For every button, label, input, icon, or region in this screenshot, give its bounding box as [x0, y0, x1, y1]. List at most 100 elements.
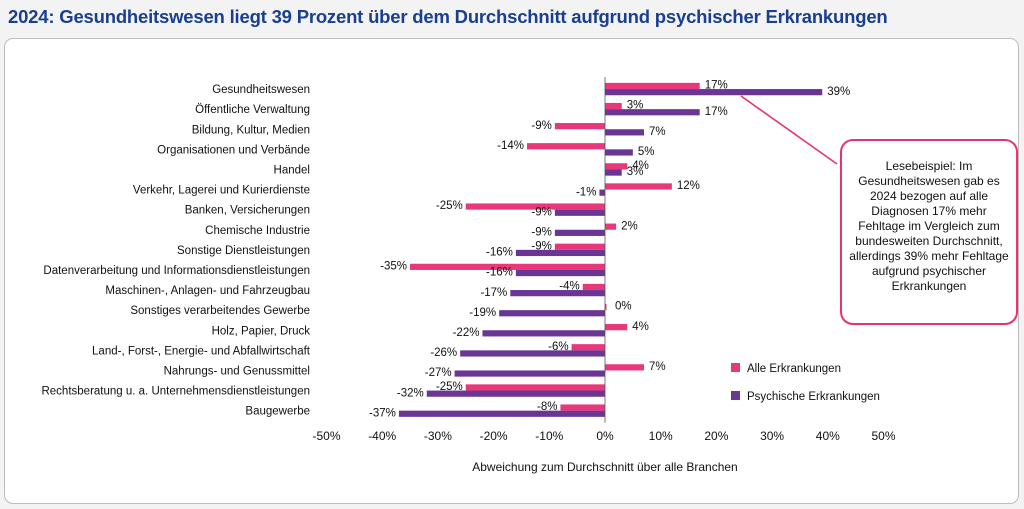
chart-frame: Gesundheitswesen Öffentliche Verwaltung Bi… — [4, 38, 1019, 504]
bar-psychisch-sonstiges-verarbeitendes-gewerbe — [499, 310, 605, 317]
bar-alle-sonstige-dienstleistungen — [554, 243, 605, 250]
value-label-alle-baugewerbe: -8% — [537, 401, 557, 413]
value-label-alle-sonstige-dienstleistungen: -9% — [531, 240, 551, 252]
legend-swatch-psychisch — [731, 391, 740, 400]
value-label-psychisch-rechtsberatung-u-a-unternehmensdienstleistungen: -32% — [397, 387, 424, 399]
bar-psychisch-chemische-industrie — [554, 229, 605, 236]
bar-chart: Gesundheitswesen Öffentliche Verwaltung Bi… — [41, 77, 896, 474]
value-label-alle-holz-papier-druck: 4% — [632, 321, 649, 333]
bar-alle-baugewerbe — [560, 404, 605, 411]
bars-layer — [398, 82, 823, 417]
x-axis-title: Abweichung zum Durchschnitt über alle Br… — [472, 460, 737, 474]
bar-alle-rechtsberatung-u-a-unternehmensdienstleistungen — [465, 384, 605, 391]
bar-alle-verkehr-lagerei-und-kurierdienste — [605, 183, 672, 190]
bar-alle-banken-versicherungen — [465, 203, 605, 210]
value-label-alle-organisationen-und-verbände: -14% — [497, 140, 524, 152]
category-label-sonstiges-verarbeitendes-gewerbe: Sonstiges verarbeitendes Gewerbe — [130, 305, 310, 317]
value-label-psychisch-handel: 3% — [627, 166, 644, 178]
category-label-land-forst-energie-und-abfallwirtschaft: Land-, Forst-, Energie- und Abfallwirtsc… — [92, 345, 311, 357]
value-label-psychisch-gesundheitswesen: 39% — [827, 86, 850, 98]
bar-alle-chemische-industrie — [605, 223, 617, 230]
page-title: 2024: Gesundheitswesen liegt 39 Prozent … — [8, 6, 888, 27]
bar-psychisch-banken-versicherungen — [554, 209, 605, 216]
x-tick-label: 40% — [816, 429, 840, 443]
category-label-sonstige-dienstleistungen: Sonstige Dienstleistungen — [177, 245, 310, 257]
bar-alle-land-forst-energie-und-abfallwirtschaft — [571, 344, 605, 351]
bar-alle-nahrungs-und-genussmittel — [605, 364, 644, 371]
category-label-handel: Handel — [274, 164, 310, 176]
legend-label-psychisch: Psychische Erkrankungen — [747, 391, 880, 403]
legend-swatch-alle — [731, 363, 740, 372]
callout-pointer — [740, 95, 838, 165]
bar-alle-handel — [605, 163, 628, 170]
value-label-psychisch-banken-versicherungen: -9% — [531, 206, 551, 218]
value-label-alle-verkehr-lagerei-und-kurierdienste: 12% — [677, 180, 700, 192]
bar-psychisch-bildung-kultur-medien — [605, 129, 644, 136]
value-label-alle-handel: 4% — [632, 160, 649, 172]
value-label-psychisch-sonstiges-verarbeitendes-gewerbe: -19% — [469, 307, 496, 319]
x-tick-label: 0% — [596, 429, 614, 443]
x-tick-label: -50% — [312, 429, 340, 443]
value-label-psychisch-öffentliche-verwaltung: 17% — [705, 106, 728, 118]
x-tick-label: -40% — [368, 429, 396, 443]
category-label-nahrungs-und-genussmittel: Nahrungs- und Genussmittel — [164, 365, 310, 377]
bar-alle-datenverarbeitung-und-informationsdienstleistungen — [410, 263, 605, 270]
bar-psychisch-handel — [605, 169, 622, 176]
category-label-chemische-industrie: Chemische Industrie — [205, 225, 310, 237]
bar-alle-holz-papier-druck — [605, 324, 628, 331]
bar-psychisch-organisationen-und-verbände — [605, 149, 633, 156]
bar-psychisch-rechtsberatung-u-a-unternehmensdienstleistungen — [426, 390, 605, 397]
category-label-organisationen-und-verbände: Organisationen und Verbände — [157, 144, 310, 156]
value-label-psychisch-bildung-kultur-medien: 7% — [649, 126, 666, 138]
category-label-holz-papier-druck: Holz, Papier, Druck — [212, 325, 311, 337]
x-tick-label: -20% — [480, 429, 508, 443]
x-tick-label: -10% — [535, 429, 563, 443]
bar-psychisch-gesundheitswesen — [605, 89, 823, 96]
bar-alle-öffentliche-verwaltung — [605, 102, 622, 110]
bar-alle-organisationen-und-verbände — [527, 143, 605, 150]
category-label-gesundheitswesen: Gesundheitswesen — [212, 84, 310, 96]
value-label-psychisch-land-forst-energie-und-abfallwirtschaft: -26% — [430, 347, 457, 359]
x-tick-label: 10% — [649, 429, 673, 443]
x-axis-ticks: -50% -40% -30% -20% -10% 0% 10% 20% 30% 40% 50% — [312, 429, 895, 443]
value-label-alle-öffentliche-verwaltung: 3% — [627, 100, 644, 112]
value-label-alle-nahrungs-und-genussmittel: 7% — [649, 361, 666, 373]
x-tick-label: 20% — [704, 429, 728, 443]
bar-alle-sonstiges-verarbeitendes-gewerbe — [605, 303, 607, 311]
category-label-öffentliche-verwaltung: Öffentliche Verwaltung — [195, 104, 310, 116]
value-label-psychisch-verkehr-lagerei-und-kurierdienste: -1% — [576, 186, 596, 198]
bar-psychisch-datenverarbeitung-und-informationsdienstleistungen — [515, 269, 605, 277]
legend: Alle Erkrankungen Psychische Erkrankunge… — [731, 363, 880, 403]
bar-alle-bildung-kultur-medien — [554, 123, 605, 130]
value-labels: 17%39%3%17%-9%7%-14%5%4%3%12%-1%-25%-9%2… — [369, 80, 850, 420]
category-label-rechtsberatung-u-a-unternehmensdienstleistungen: Rechtsberatung u. a. Unternehmensdienstl… — [41, 386, 310, 398]
category-labels: Gesundheitswesen Öffentliche Verwaltung Bi… — [41, 84, 310, 418]
value-label-alle-rechtsberatung-u-a-unternehmensdienstleistungen: -25% — [436, 381, 463, 393]
value-label-psychisch-organisationen-und-verbände: 5% — [638, 146, 655, 158]
bar-psychisch-nahrungs-und-genussmittel — [454, 370, 605, 377]
bar-psychisch-baugewerbe — [398, 410, 605, 417]
x-tick-label: 30% — [760, 429, 784, 443]
category-label-banken-versicherungen: Banken, Versicherungen — [185, 205, 310, 217]
category-label-maschinen-anlagen-und-fahrzeugbau: Maschinen-, Anlagen- und Fahrzeugbau — [105, 285, 310, 297]
bar-alle-maschinen-anlagen-und-fahrzeugbau — [582, 283, 605, 291]
bar-psychisch-öffentliche-verwaltung — [605, 109, 700, 116]
value-label-alle-banken-versicherungen: -25% — [436, 200, 463, 212]
value-label-psychisch-nahrungs-und-genussmittel: -27% — [425, 367, 452, 379]
x-tick-label: -30% — [424, 429, 452, 443]
bar-psychisch-land-forst-energie-und-abfallwirtschaft — [460, 350, 605, 357]
value-label-alle-land-forst-energie-und-abfallwirtschaft: -6% — [548, 341, 568, 353]
value-label-psychisch-chemische-industrie: -9% — [531, 226, 551, 238]
value-label-alle-bildung-kultur-medien: -9% — [531, 120, 551, 132]
value-label-alle-sonstiges-verarbeitendes-gewerbe: 0% — [615, 301, 632, 313]
value-label-psychisch-maschinen-anlagen-und-fahrzeugbau: -17% — [480, 287, 507, 299]
bar-psychisch-maschinen-anlagen-und-fahrzeugbau — [510, 290, 605, 297]
bar-psychisch-sonstige-dienstleistungen — [515, 249, 605, 257]
legend-label-alle: Alle Erkrankungen — [747, 363, 841, 375]
value-label-psychisch-baugewerbe: -37% — [369, 407, 396, 419]
x-tick-label: 50% — [871, 429, 895, 443]
value-label-alle-gesundheitswesen: 17% — [705, 80, 728, 92]
value-label-alle-datenverarbeitung-und-informationsdienstleistungen: -35% — [380, 260, 407, 272]
category-label-baugewerbe: Baugewerbe — [245, 406, 310, 418]
